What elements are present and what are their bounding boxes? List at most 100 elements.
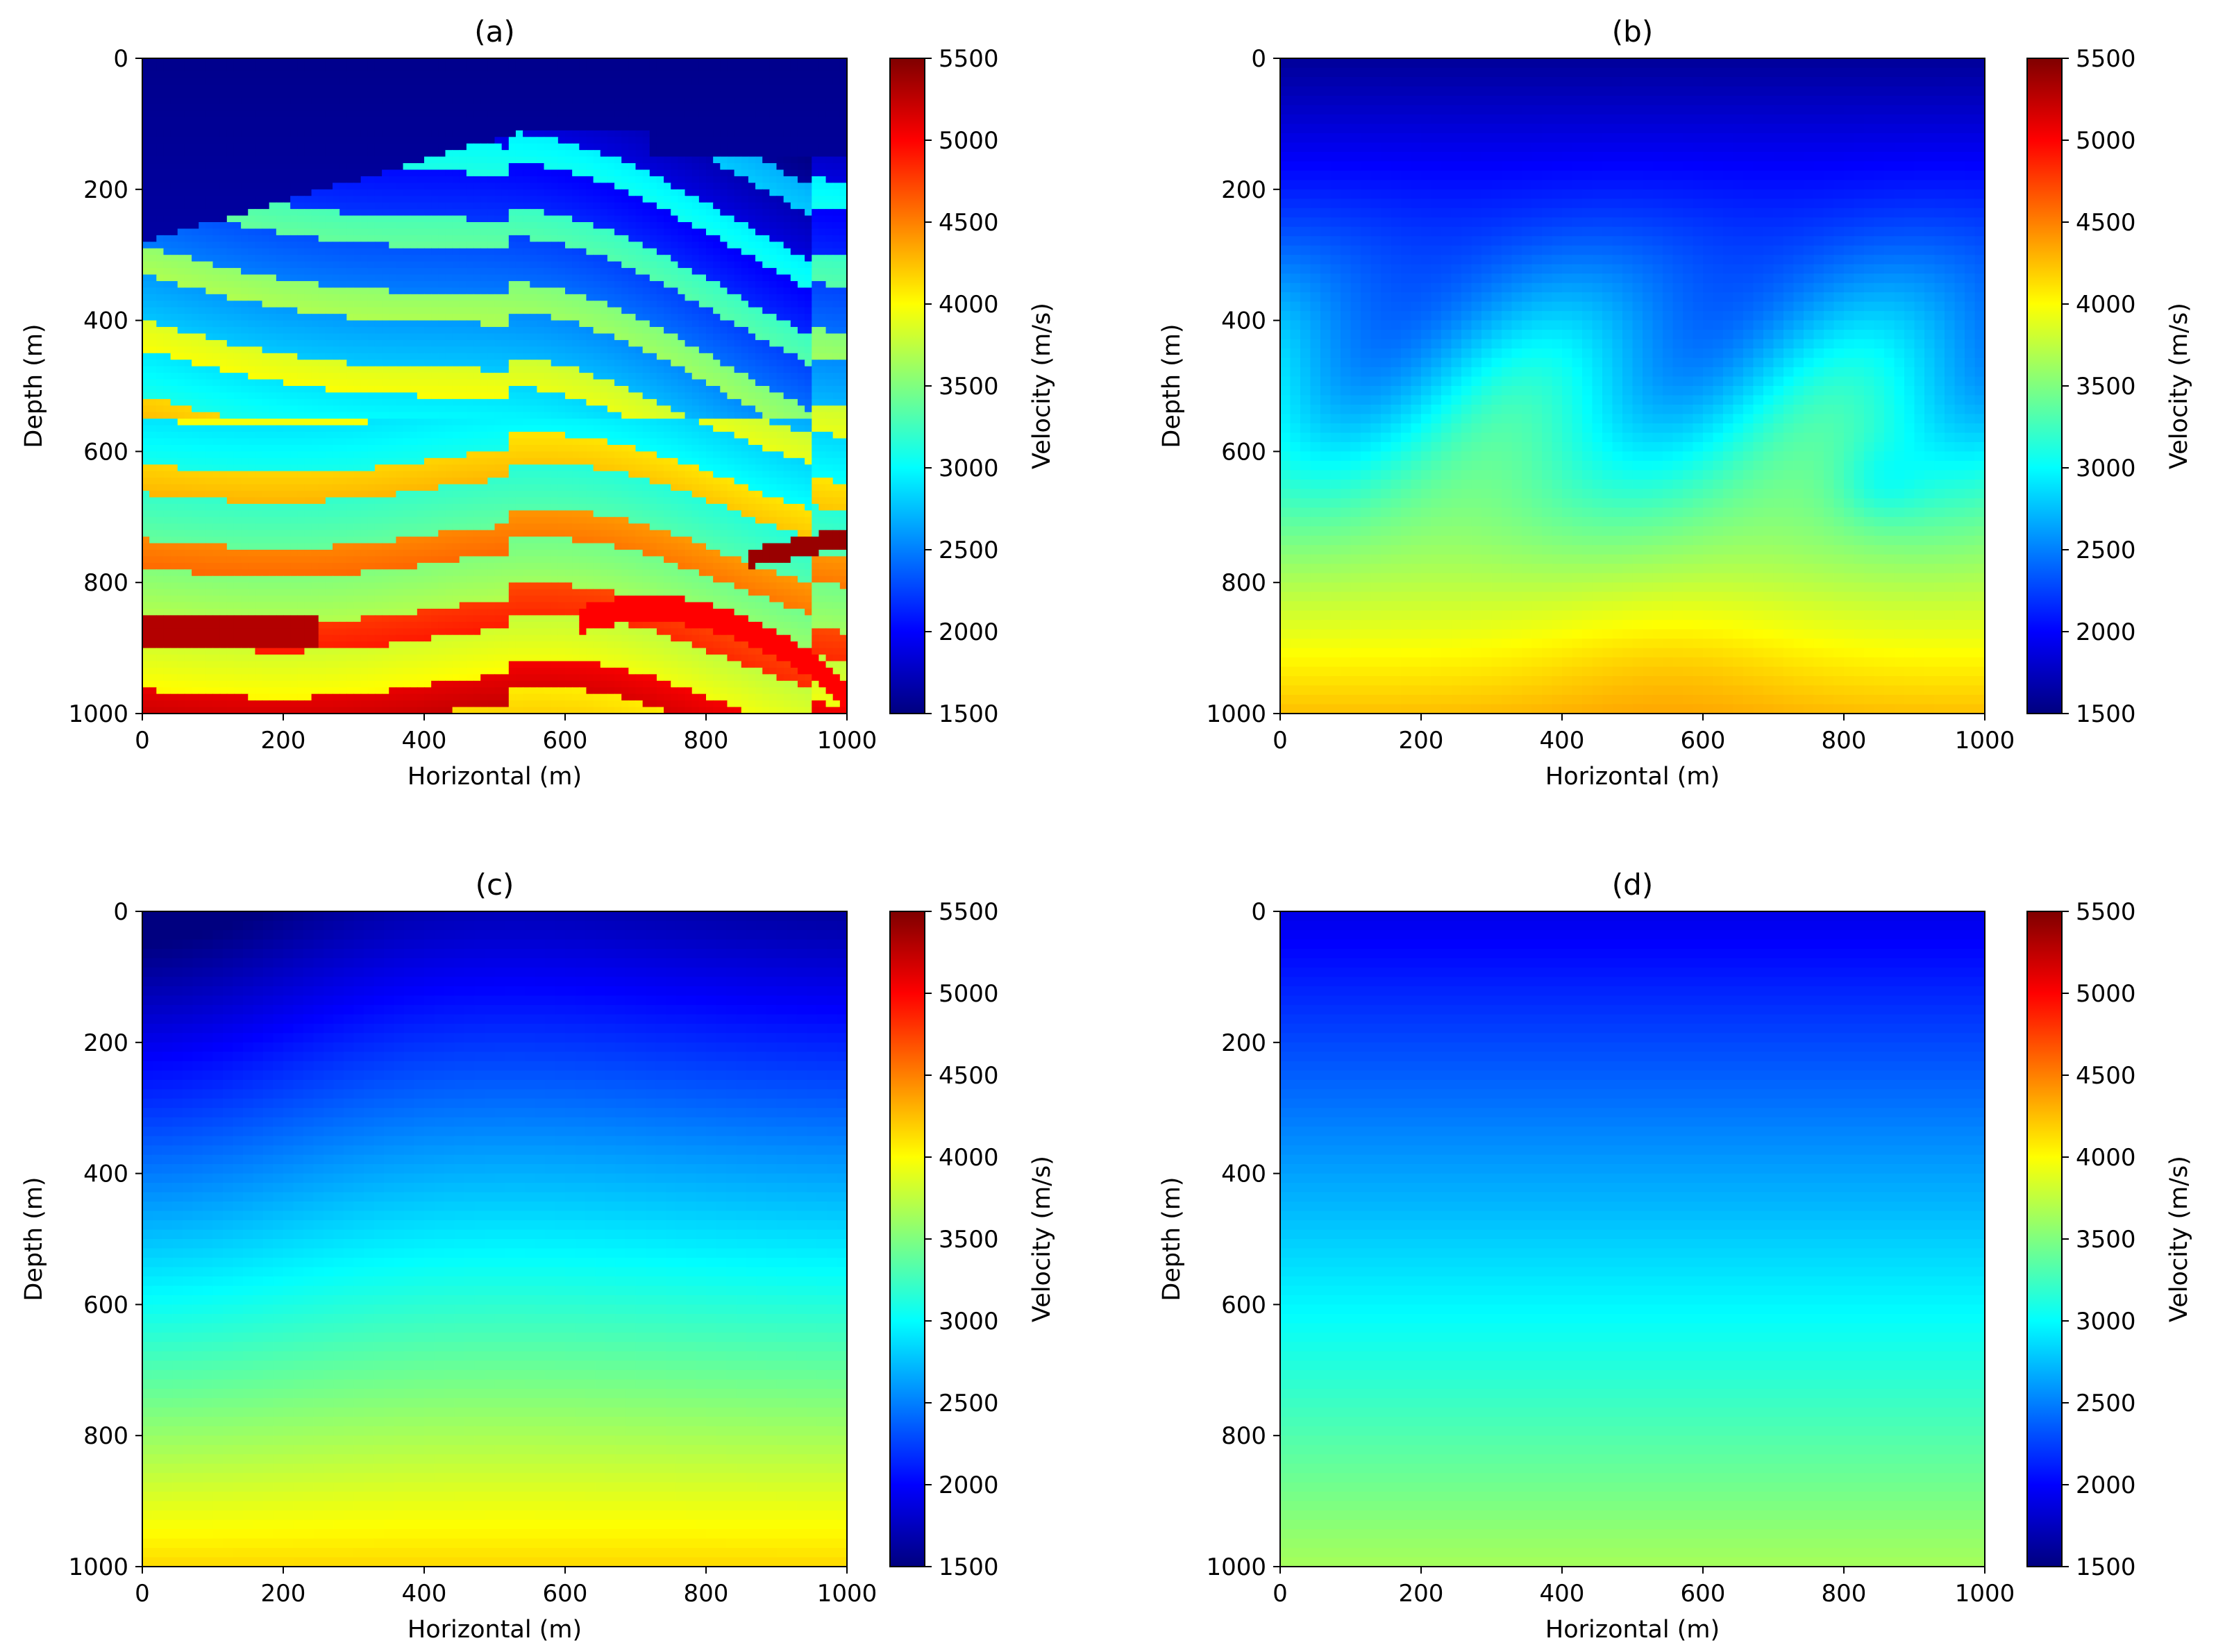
heatmap-cell [452,287,460,295]
heatmap-cell [783,320,791,328]
heatmap-cell [698,333,707,341]
heatmap-cell [565,327,573,335]
heatmap-cell [276,215,284,223]
heatmap-cell [741,183,749,190]
heatmap-cell [473,156,481,164]
heatmap-cell [410,339,418,347]
heatmap-cell [325,156,333,164]
heatmap-cell [297,280,305,288]
heatmap-cell [445,117,453,124]
heatmap-cell [741,215,749,223]
heatmap-cell [156,228,165,236]
heatmap-cell [424,366,432,373]
heatmap-cell [579,242,587,249]
heatmap-cell [783,314,791,321]
heatmap-cell [727,163,735,171]
heatmap-cell [290,280,298,288]
heatmap-cell [184,163,192,171]
heatmap-cell [720,353,728,360]
heatmap-cell [290,58,298,66]
heatmap-cell [544,65,552,72]
heatmap-cell [818,58,827,66]
heatmap-cell [177,215,185,223]
heatmap-cell [818,242,827,249]
heatmap-cell [607,248,615,255]
heatmap-cell [219,71,228,78]
heatmap-cell [226,150,235,158]
heatmap-cell [508,104,517,112]
heatmap-cell [487,346,496,354]
heatmap-cell [713,294,721,301]
heatmap-cell [487,137,496,144]
heatmap-cell [523,274,530,282]
heatmap-cell [353,130,362,137]
heatmap-cell [691,150,700,158]
heatmap-cell [452,163,460,171]
heatmap-cell [304,183,312,190]
heatmap-cell [691,176,700,183]
heatmap-cell [783,360,791,367]
heatmap-cell [473,163,481,171]
heatmap-cell [508,124,517,131]
heatmap-cell [755,91,763,99]
heatmap-cell [311,360,319,367]
heatmap-cell [177,91,185,99]
heatmap-cell [762,202,770,210]
heatmap-cell [635,346,644,354]
heatmap-cell [177,280,185,288]
heatmap-cell [727,339,735,347]
heatmap-cell [762,156,770,164]
heatmap-cell [339,124,347,131]
heatmap-cell [783,301,791,308]
heatmap-cell [290,228,298,236]
heatmap-cell [283,261,291,269]
heatmap-cell [797,320,805,328]
heatmap-cell [762,327,770,335]
heatmap-cell [184,280,192,288]
heatmap-cell [431,163,439,171]
heatmap-cell [494,287,503,295]
heatmap-cell [818,163,827,171]
heatmap-cell [501,373,510,380]
heatmap-cell [205,307,214,314]
heatmap-cell [628,156,637,164]
heatmap-cell [156,183,165,190]
heatmap-cell [339,366,347,373]
heatmap-cell [656,346,664,354]
heatmap-cell [812,215,819,223]
heatmap-cell [452,169,460,177]
heatmap-cell [706,360,714,367]
heatmap-cell [269,280,277,288]
heatmap-cell [382,320,389,328]
heatmap-cell [691,58,700,66]
heatmap-cell [212,301,221,308]
heatmap-cell [410,222,418,230]
heatmap-cell [642,202,650,210]
heatmap-cell [382,117,389,124]
heatmap-cell [805,242,812,249]
heatmap-cell [149,130,157,137]
heatmap-cell [607,353,615,360]
heatmap-cell [410,163,418,171]
heatmap-cell [664,143,671,151]
heatmap-cell [199,307,206,314]
heatmap-cell [839,65,847,72]
heatmap-cell [508,130,517,137]
heatmap-cell [790,327,798,335]
heatmap-cell [832,65,841,72]
heatmap-cell [417,130,425,137]
heatmap-cell [403,143,411,151]
heatmap-cell [480,71,488,78]
heatmap-cell [487,84,496,92]
heatmap-cell [769,84,778,92]
heatmap-cell [805,373,812,380]
heatmap-cell [614,104,622,112]
heatmap-cell [156,333,165,341]
heatmap-cell [248,261,255,269]
heatmap-cell [480,130,488,137]
heatmap-cell [600,209,608,217]
heatmap-cell [255,71,263,78]
heatmap-cell [501,314,510,321]
heatmap-cell [199,320,206,328]
heatmap-cell [530,65,537,72]
